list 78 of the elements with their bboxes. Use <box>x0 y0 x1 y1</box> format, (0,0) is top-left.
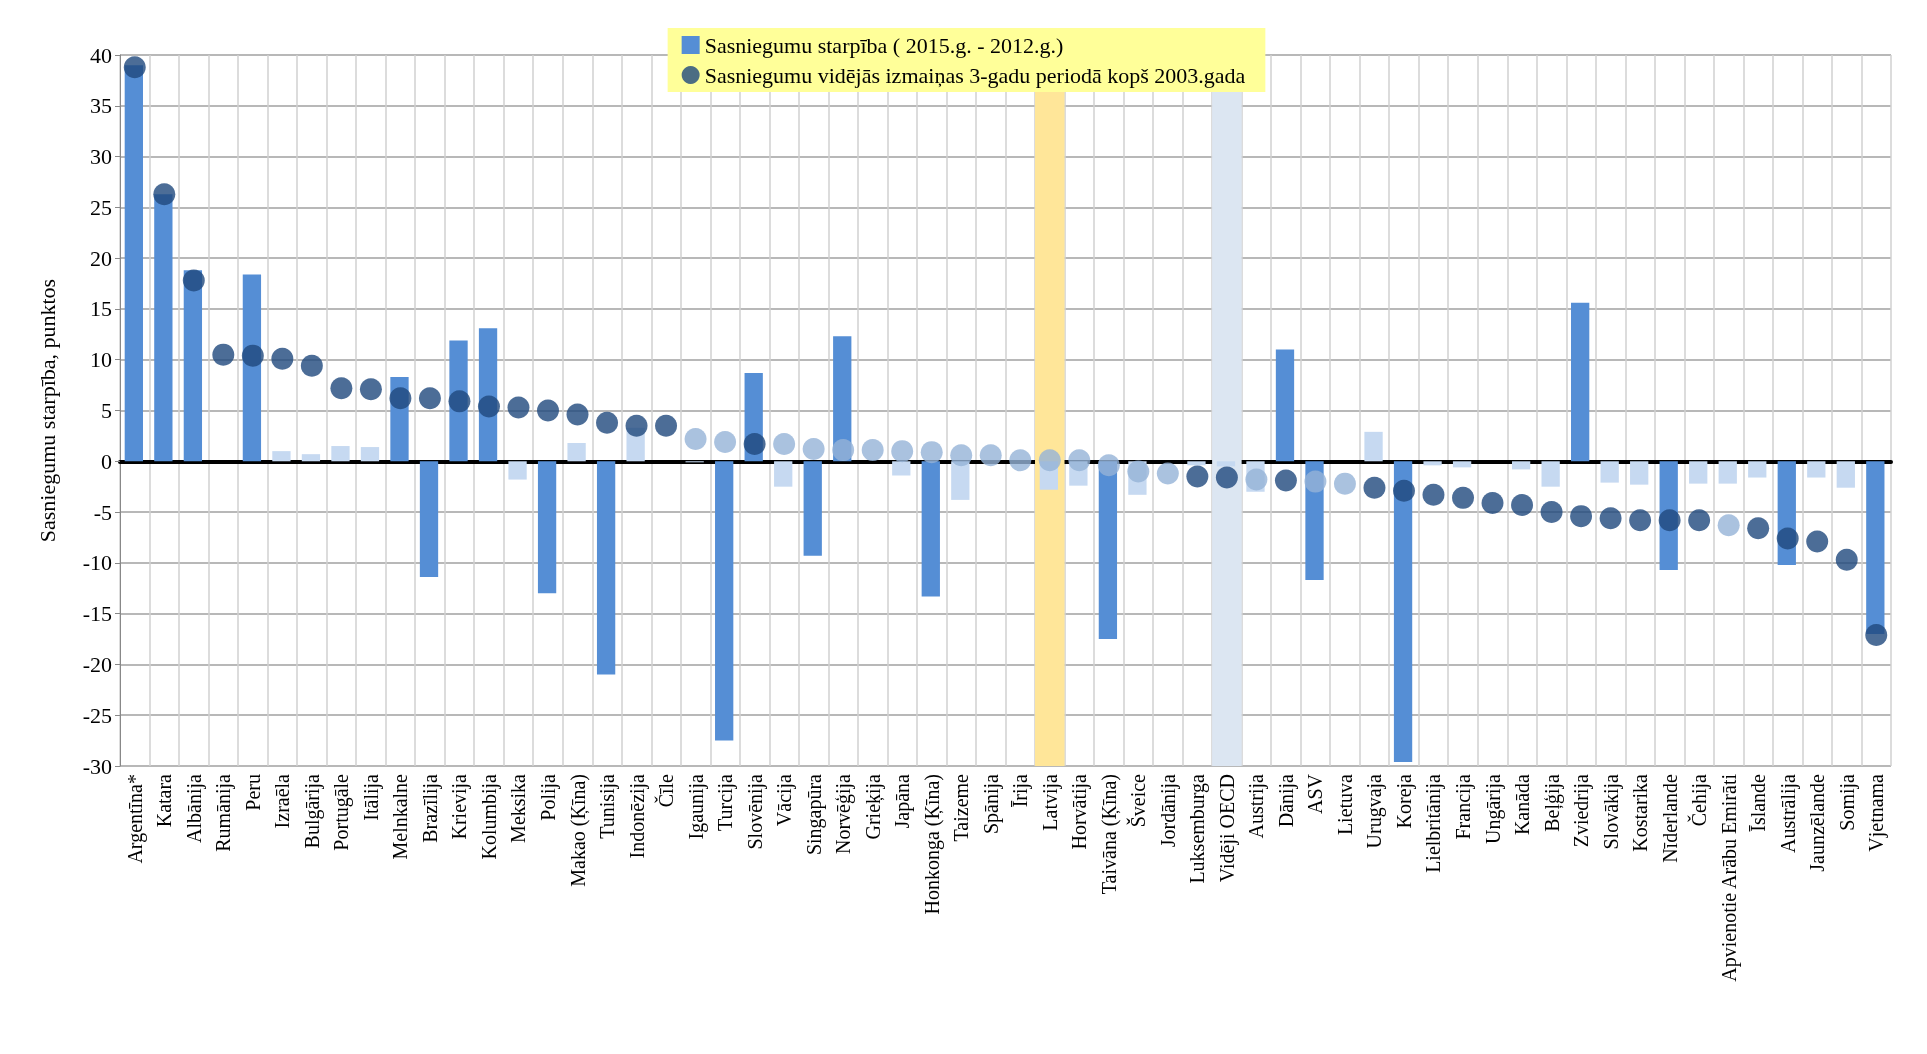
x-tick-label: Norvēģija <box>832 773 856 854</box>
x-tick-label: Īslande <box>1747 773 1770 832</box>
y-tick-label: 35 <box>90 93 112 119</box>
x-tick-label: Krievija <box>448 773 472 840</box>
y-tick-label: 20 <box>90 245 112 271</box>
x-tick-label: Turcija <box>714 773 738 832</box>
x-tick-label: Makao (Ķīna) <box>566 774 590 887</box>
x-tick-label: Slovākija <box>1599 773 1623 850</box>
x-tick-label: Katara <box>153 773 176 828</box>
x-tick-label: Grieķija <box>861 773 885 840</box>
x-tick-label: Tunisija <box>596 773 620 839</box>
x-tick-label: Dānija <box>1274 773 1298 828</box>
x-tick-label: Urugvaja <box>1363 773 1387 849</box>
x-tick-label: Kolumbija <box>477 773 501 860</box>
x-tick-label: Īrija <box>1009 773 1033 808</box>
x-tick-label: Kanāda <box>1511 773 1534 836</box>
y-tick-label: 10 <box>90 347 112 373</box>
x-tick-label: Taizeme <box>950 773 973 842</box>
x-tick-label: Bulgārija <box>300 773 324 849</box>
x-tick-label: Jaunzēlande <box>1806 773 1829 872</box>
x-tick-label: Francija <box>1452 773 1476 840</box>
x-tick-label: Austrija <box>1245 773 1269 839</box>
x-tick-label: Čīle <box>654 773 678 808</box>
x-tick-label: Vjetnama <box>1865 773 1889 852</box>
x-tick-label: Itālija <box>359 773 383 821</box>
x-tick-label: Vācija <box>773 773 797 827</box>
y-tick-label: 30 <box>90 144 112 170</box>
x-tick-label: Kostarika <box>1629 773 1652 852</box>
x-tick-label: Latvija <box>1038 773 1062 831</box>
y-tick-label: -20 <box>82 651 112 677</box>
y-tick-label: 15 <box>90 296 112 322</box>
x-tick-label: Albānija <box>182 773 206 843</box>
legend-label: Sasniegumu starpība ( 2015.g. - 2012.g.) <box>704 32 1064 58</box>
x-tick-label: Indonēzija <box>625 773 649 859</box>
x-tick-label: Slovēnija <box>743 773 767 850</box>
y-tick-label: -10 <box>82 550 112 576</box>
y-tick-label: 40 <box>90 42 112 68</box>
legend-label: Sasniegumu vidējās izmaiņas 3-gadu periodā kopš 2003.gada <box>704 62 1246 88</box>
x-tick-label: Lielbritānija <box>1422 773 1446 873</box>
y-axis-title: Sasniegumu starpība, punktos <box>34 278 60 543</box>
x-tick-label: Brazīlija <box>418 773 442 843</box>
x-tick-label: Taivāna (Ķīna) <box>1097 774 1121 895</box>
x-tick-label: Čehija <box>1687 773 1712 827</box>
y-tick-label: 25 <box>90 194 112 220</box>
y-tick-label: -15 <box>82 601 112 627</box>
x-tick-label: Koreja <box>1392 773 1416 829</box>
x-tick-label: Meksika <box>507 773 530 843</box>
x-tick-label: Austrālija <box>1776 773 1800 853</box>
x-tick-label: Jordānija <box>1156 773 1180 848</box>
x-tick-label: Polija <box>536 773 560 821</box>
x-tick-label: Singapūra <box>802 773 826 856</box>
x-tick-label: Izraēla <box>271 773 294 829</box>
x-tick-label: Lietuva <box>1333 773 1356 836</box>
y-tick-label: 0 <box>101 448 112 474</box>
x-tick-label: Somija <box>1835 773 1859 831</box>
x-tick-label: Horvātija <box>1068 773 1092 850</box>
x-tick-label: Nīderlande <box>1658 773 1681 863</box>
x-tick-label: Ungārija <box>1481 773 1505 844</box>
x-tick-label: Beļģija <box>1540 773 1564 832</box>
x-tick-label: Spānija <box>979 773 1003 834</box>
x-tick-label: Argentīna* <box>123 774 147 864</box>
x-tick-label: Japāna <box>891 773 915 829</box>
x-tick-label: Luksemburga <box>1186 773 1210 884</box>
x-tick-label: Honkonga (Ķīna) <box>920 774 944 915</box>
x-tick-label: Vidēji OECD <box>1215 774 1239 883</box>
x-tick-label: Šveice <box>1126 773 1150 828</box>
x-tick-label: Melnkalne <box>389 773 412 860</box>
y-tick-label: -30 <box>82 753 112 779</box>
x-tick-label: Portugāle <box>330 773 354 851</box>
x-tick-label: Igaunija <box>684 773 708 840</box>
x-tick-label: ASV <box>1304 773 1327 815</box>
x-tick-label: Rumānija <box>212 773 236 852</box>
y-tick-label: 5 <box>101 398 112 423</box>
y-tick-label: -25 <box>82 702 112 728</box>
x-tick-label: Apvienotie Arābu Emirāti <box>1717 773 1741 982</box>
y-tick-label: -5 <box>93 499 112 525</box>
x-tick-label: Zviedrija <box>1570 773 1594 848</box>
x-tick-label: Peru <box>241 774 264 811</box>
